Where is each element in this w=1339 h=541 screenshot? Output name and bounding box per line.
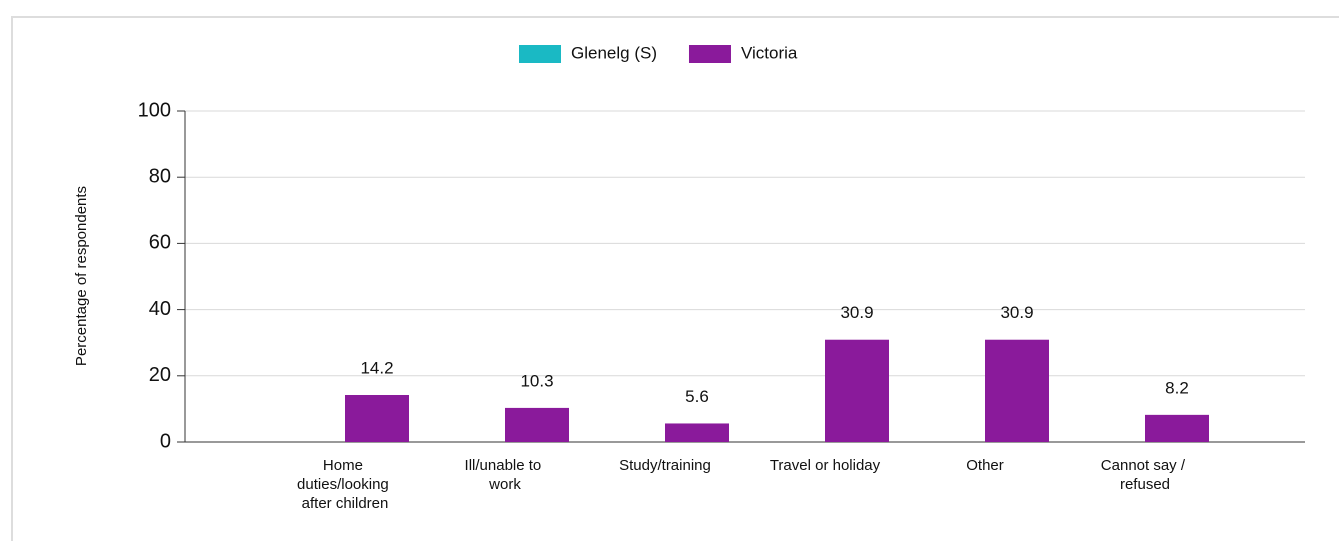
x-tick-label: Home duties/looking after children xyxy=(297,457,393,512)
x-tick-label: Travel or holiday xyxy=(770,457,881,474)
y-axis-title: Percentage of respondents xyxy=(73,186,90,366)
legend-swatch xyxy=(519,45,561,63)
x-tick-label: Other xyxy=(966,457,1004,474)
legend-label: Victoria xyxy=(741,43,798,62)
frame xyxy=(11,16,1339,541)
data-label: 10.3 xyxy=(520,371,553,390)
bar xyxy=(1145,414,1209,442)
x-tick-label: Study/training xyxy=(619,457,711,474)
y-tick-label: 0 xyxy=(160,430,171,452)
y-tick-label: 20 xyxy=(149,364,171,386)
x-tick-label: Ill/unable to work xyxy=(465,457,546,493)
data-label: 30.9 xyxy=(1000,303,1033,322)
data-label: 5.6 xyxy=(685,387,709,406)
bar xyxy=(825,339,889,442)
bar xyxy=(665,423,729,442)
bar xyxy=(505,407,569,442)
legend-swatch xyxy=(688,45,731,63)
y-tick-label: 80 xyxy=(149,165,171,187)
data-label: 30.9 xyxy=(840,303,873,322)
data-label: 14.2 xyxy=(360,358,393,377)
bar xyxy=(985,339,1049,442)
legend-label: Glenelg (S) xyxy=(571,43,657,62)
y-tick-label: 60 xyxy=(149,232,171,254)
data-label: 8.2 xyxy=(1165,378,1189,397)
y-tick-label: 40 xyxy=(149,298,171,320)
x-tick-label: Cannot say / refused xyxy=(1101,457,1189,493)
y-tick-label: 100 xyxy=(138,99,171,121)
bar xyxy=(345,394,409,442)
